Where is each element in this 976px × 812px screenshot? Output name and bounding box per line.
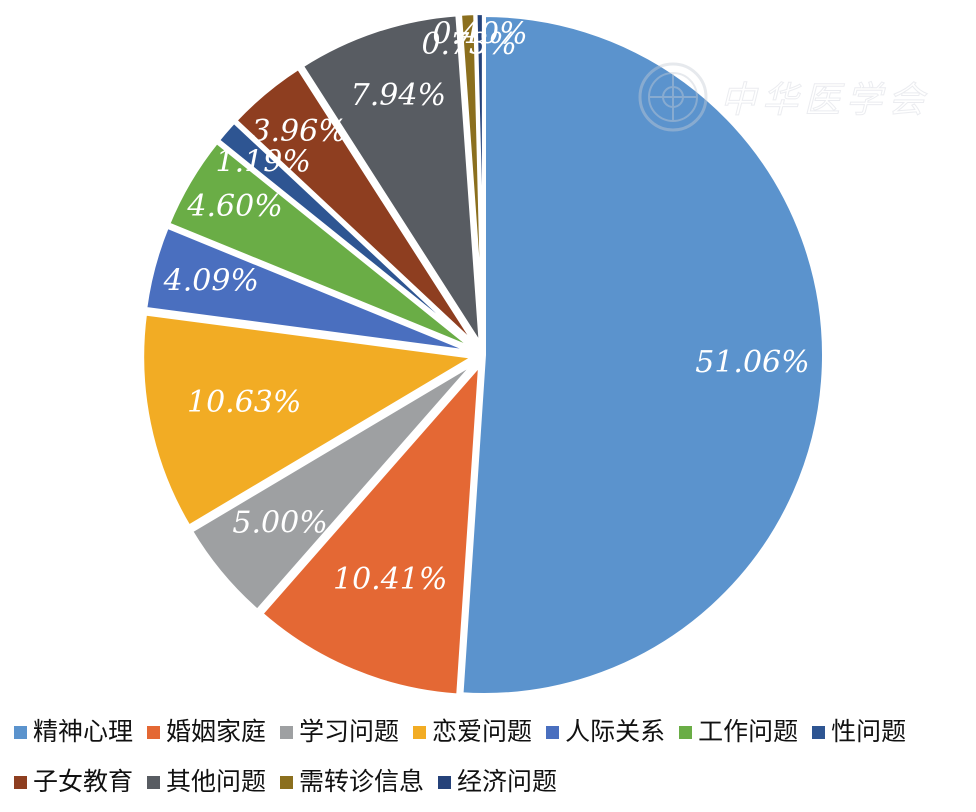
legend-swatch [438, 775, 452, 789]
pie-slice-5 [143, 224, 477, 355]
legend-label: 精神心理 [33, 717, 134, 746]
data-label-10: 0.73% [421, 27, 516, 62]
legend-swatch [147, 775, 161, 789]
legend-label: 性问题 [831, 717, 907, 746]
data-label-1: 51.06% [695, 345, 809, 380]
pie-slice-1 [459, 13, 826, 697]
legend-item: 性问题 [812, 716, 906, 748]
legend-item: 工作问题 [679, 716, 798, 748]
legend-item: 恋爱问题 [413, 716, 532, 748]
legend-item: 人际关系 [546, 716, 665, 748]
legend-swatch [280, 725, 294, 739]
legend-item: 精神心理 [14, 716, 133, 748]
legend-swatch [413, 725, 427, 739]
legend-label: 工作问题 [698, 717, 799, 746]
data-label-3: 5.00% [232, 506, 327, 541]
watermark: 中华医学会 [636, 60, 930, 134]
pie-slice-4 [140, 311, 477, 529]
pie-slices [140, 11, 826, 698]
legend-swatch [546, 725, 560, 739]
data-label-5: 4.09% [163, 263, 259, 298]
legend-item: 子女教育 [14, 766, 133, 798]
legend-item: 学习问题 [280, 716, 399, 748]
pie-slice-8 [233, 65, 480, 350]
legend-swatch [280, 775, 294, 789]
legend-label: 子女教育 [33, 767, 134, 796]
legend: 精神心理 婚姻家庭 学习问题 恋爱问题 人际关系 工作问题 性问题子女教育 其他问题 需转诊信息… [14, 716, 972, 798]
data-label-4: 10.63% [187, 385, 301, 420]
legend-item: 经济问题 [438, 766, 557, 798]
legend-swatch [679, 725, 693, 739]
legend-label: 人际关系 [565, 717, 666, 746]
legend-swatch [14, 725, 27, 739]
legend-item: 婚姻家庭 [147, 716, 266, 748]
legend-label: 学习问题 [299, 717, 400, 746]
legend-swatch [812, 725, 826, 739]
data-label-6: 4.60% [186, 189, 282, 224]
data-label-9: 7.94% [351, 78, 446, 113]
legend-label: 需转诊信息 [299, 767, 425, 796]
legend-item: 其他问题 [147, 766, 266, 798]
pie-slice-11 [473, 11, 486, 348]
legend-swatch [14, 775, 27, 789]
seal-icon [638, 62, 708, 132]
data-label-2: 10.41% [333, 562, 447, 597]
data-label-11: 0.40% [432, 16, 527, 51]
pie-data-labels: 51.06% 10.41%5.00% 10.63% 4.09% 4.60% 1.19%3.… [163, 16, 810, 597]
legend-label: 婚姻家庭 [166, 717, 267, 746]
legend-swatch [147, 725, 161, 739]
legend-label: 其他问题 [166, 767, 267, 796]
data-label-8: 3.96% [251, 114, 346, 149]
pie-slice-2 [259, 362, 483, 698]
data-label-7: 1.19% [216, 144, 311, 179]
legend-item: 需转诊信息 [280, 766, 424, 798]
legend-label: 恋爱问题 [432, 717, 533, 746]
pie-slice-9 [299, 12, 483, 348]
pie-slice-3 [188, 359, 479, 613]
watermark-text: 中华医学会 [719, 80, 931, 122]
legend-label: 经济问题 [457, 767, 558, 796]
